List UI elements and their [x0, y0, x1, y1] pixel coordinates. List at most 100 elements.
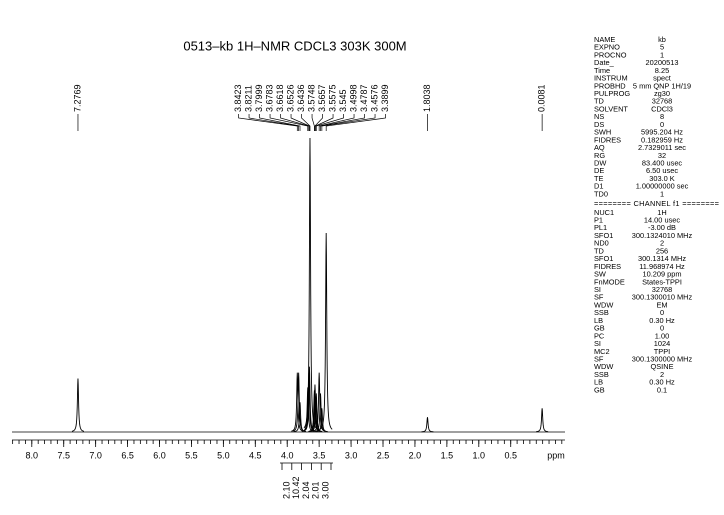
param-name: SSB — [594, 370, 609, 379]
peak — [319, 233, 333, 430]
peak-connector — [325, 114, 386, 131]
peak — [536, 408, 549, 433]
param-name: SW — [594, 270, 606, 279]
peak-connector — [290, 114, 310, 131]
x-tick-label: 1.0 — [473, 450, 486, 460]
param-header: ======== CHANNEL f1 ======== — [594, 199, 719, 208]
peak — [71, 378, 85, 432]
peak-connector — [318, 114, 355, 131]
peak-label: 3.6526 — [285, 84, 295, 112]
param-name: PROBHD — [594, 81, 626, 90]
param-value: 0.1 — [657, 385, 667, 394]
peak — [315, 408, 328, 433]
peak-connector — [315, 114, 334, 131]
integral-label: 2.10 — [281, 481, 291, 499]
param-name: RG — [594, 151, 605, 160]
param-value: TPPI — [654, 347, 670, 356]
peak-label: 1.8038 — [422, 84, 432, 112]
param-name: PC — [594, 331, 605, 340]
param-name: SFO1 — [594, 231, 613, 240]
param-value: 0.30 Hz — [649, 316, 675, 325]
param-value: 5 — [660, 43, 664, 52]
peak-label: 3.5748 — [306, 84, 316, 112]
x-tick-label: 5.0 — [217, 450, 230, 460]
param-name: INSTRUM — [594, 74, 628, 83]
integral-label: 2.01 — [311, 481, 321, 499]
param-value: -3.00 dB — [648, 223, 676, 232]
peak-label: 7.2769 — [72, 84, 82, 112]
peak-label: 3.4998 — [348, 84, 358, 112]
param-value: 32768 — [652, 97, 673, 106]
param-name: GB — [594, 324, 605, 333]
peak-label: 3.4576 — [369, 84, 379, 112]
x-tick-label: 0.5 — [504, 450, 517, 460]
param-value: 2 — [660, 370, 664, 379]
x-tick-label: 5.5 — [185, 450, 198, 460]
param-name: NUC1 — [594, 208, 614, 217]
param-value: 32 — [658, 151, 666, 160]
param-name: TD — [594, 246, 604, 255]
param-name: D1 — [594, 182, 603, 191]
param-name: WDW — [594, 362, 613, 371]
param-name: NAME — [594, 35, 615, 44]
param-value: zg30 — [654, 89, 670, 98]
param-name: SFO1 — [594, 254, 613, 263]
peak-label: 3.5657 — [317, 84, 327, 112]
peak-connector — [269, 114, 309, 131]
peak-label: 3.5575 — [327, 84, 337, 112]
peak-connector — [321, 114, 376, 131]
param-value: 300.1314 MHz — [638, 254, 686, 263]
x-tick-label: 1.5 — [441, 450, 454, 460]
x-tick-label: 8.0 — [26, 450, 39, 460]
peak-connector — [315, 114, 344, 131]
x-tick-label: 4.0 — [281, 450, 294, 460]
peak-connector — [248, 114, 299, 131]
param-value: 0 — [660, 120, 664, 129]
param-name: TD0 — [594, 189, 608, 198]
param-name: DS — [594, 120, 604, 129]
param-value: kb — [658, 35, 666, 44]
param-name: NS — [594, 112, 604, 121]
param-name: FIDRES — [594, 135, 621, 144]
peak-connector — [320, 114, 365, 131]
param-name: SF — [594, 293, 604, 302]
param-value: 1 — [660, 189, 664, 198]
param-name: SI — [594, 285, 601, 294]
param-value: 6.50 usec — [646, 166, 678, 175]
peak — [310, 393, 323, 432]
param-value: 14.00 usec — [644, 216, 680, 225]
param-name: PROCNO — [594, 50, 627, 59]
param-value: 0.182959 Hz — [641, 135, 683, 144]
chart-title: 0513–kb 1H–NMR CDCL3 303K 300M — [183, 38, 406, 53]
peak-label: 3.4787 — [359, 84, 369, 112]
param-value: 1 — [660, 50, 664, 59]
param-value: 2 — [660, 239, 664, 248]
param-name: MC2 — [594, 347, 610, 356]
param-name: PULPROG — [594, 89, 630, 98]
param-value: 10.209 ppm — [642, 270, 681, 279]
param-value: 2.7329011 sec — [638, 143, 686, 152]
param-name: Time — [594, 66, 610, 75]
peak-label: 3.6618 — [275, 84, 285, 112]
param-value: EM — [656, 300, 667, 309]
peak-label: 3.8423 — [233, 84, 243, 112]
param-value: 300.1324010 MHz — [632, 231, 693, 240]
param-value: 256 — [656, 246, 668, 255]
param-name: DE — [594, 166, 604, 175]
param-value: 5995.204 Hz — [641, 128, 683, 137]
peak-connector — [314, 114, 323, 131]
peak — [291, 372, 304, 432]
param-name: TE — [594, 174, 604, 183]
param-name: SI — [594, 339, 601, 348]
param-name: AQ — [594, 143, 605, 152]
x-tick-label: 2.0 — [409, 450, 422, 460]
param-name: ND0 — [594, 239, 609, 248]
param-value: States-TPPI — [642, 277, 682, 286]
param-name: WDW — [594, 300, 613, 309]
param-name: SOLVENT — [594, 104, 628, 113]
param-name: Date_ — [594, 58, 615, 67]
param-value: 1.00000000 sec — [636, 182, 689, 191]
peak-label: 3.8211 — [243, 85, 253, 112]
x-tick-label: 7.5 — [57, 450, 70, 460]
